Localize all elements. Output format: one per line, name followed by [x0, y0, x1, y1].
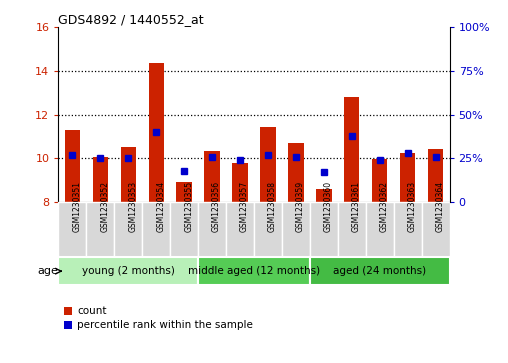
- Bar: [422, 202, 450, 257]
- Bar: [400, 153, 416, 202]
- Bar: [282, 202, 310, 257]
- Text: GSM1230357: GSM1230357: [240, 181, 249, 232]
- Text: GDS4892 / 1440552_at: GDS4892 / 1440552_at: [58, 13, 204, 26]
- Bar: [176, 183, 192, 202]
- Bar: [254, 202, 282, 257]
- Text: young (2 months): young (2 months): [82, 266, 175, 276]
- Text: age: age: [37, 266, 58, 276]
- Text: GSM1230360: GSM1230360: [324, 181, 333, 232]
- Text: GSM1230356: GSM1230356: [212, 181, 221, 232]
- Bar: [372, 159, 388, 202]
- Bar: [198, 202, 226, 257]
- Bar: [58, 202, 86, 257]
- Text: GSM1230352: GSM1230352: [100, 181, 109, 232]
- Bar: [428, 148, 443, 202]
- Text: GSM1230354: GSM1230354: [156, 181, 165, 232]
- Bar: [366, 202, 394, 257]
- Bar: [316, 189, 332, 202]
- Bar: [310, 257, 450, 285]
- Bar: [394, 202, 422, 257]
- Text: GSM1230355: GSM1230355: [184, 181, 193, 232]
- Text: GSM1230364: GSM1230364: [435, 181, 444, 232]
- Bar: [65, 130, 80, 202]
- Text: GSM1230353: GSM1230353: [128, 181, 137, 232]
- Bar: [92, 157, 108, 202]
- Bar: [204, 151, 220, 202]
- Bar: [198, 257, 310, 285]
- Bar: [86, 202, 114, 257]
- Text: GSM1230358: GSM1230358: [268, 181, 277, 232]
- Bar: [338, 202, 366, 257]
- Text: GSM1230363: GSM1230363: [407, 181, 417, 232]
- Bar: [310, 202, 338, 257]
- Text: aged (24 months): aged (24 months): [333, 266, 426, 276]
- Bar: [232, 163, 248, 202]
- Bar: [114, 202, 142, 257]
- Text: middle aged (12 months): middle aged (12 months): [188, 266, 320, 276]
- Bar: [142, 202, 170, 257]
- Bar: [170, 202, 198, 257]
- Bar: [226, 202, 254, 257]
- Bar: [344, 97, 360, 202]
- Bar: [120, 147, 136, 202]
- Legend: count, percentile rank within the sample: count, percentile rank within the sample: [64, 306, 253, 330]
- Text: GSM1230359: GSM1230359: [296, 181, 305, 232]
- Bar: [148, 63, 164, 202]
- Text: GSM1230362: GSM1230362: [379, 181, 389, 232]
- Bar: [288, 143, 304, 202]
- Text: GSM1230351: GSM1230351: [72, 181, 81, 232]
- Bar: [58, 257, 198, 285]
- Text: GSM1230361: GSM1230361: [352, 181, 361, 232]
- Bar: [260, 127, 276, 202]
